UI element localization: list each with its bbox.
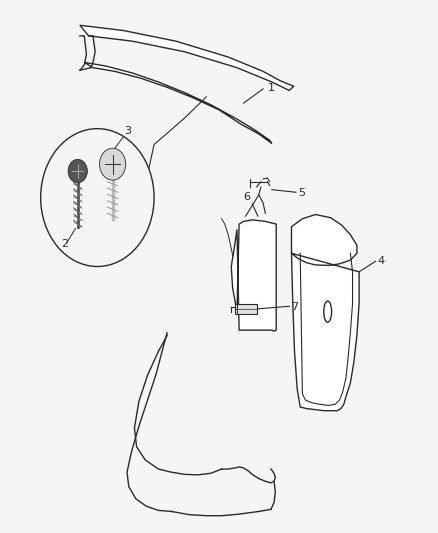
Text: 6: 6 xyxy=(243,192,250,202)
FancyBboxPatch shape xyxy=(234,304,256,314)
Polygon shape xyxy=(80,25,293,91)
Text: 3: 3 xyxy=(124,126,131,136)
Polygon shape xyxy=(291,215,358,411)
Text: 4: 4 xyxy=(377,256,384,266)
Text: 1: 1 xyxy=(267,83,274,93)
Circle shape xyxy=(99,148,125,180)
Text: 5: 5 xyxy=(297,188,304,198)
Text: 7: 7 xyxy=(291,302,298,312)
Polygon shape xyxy=(231,220,276,331)
Circle shape xyxy=(68,159,87,183)
Circle shape xyxy=(41,128,154,266)
Polygon shape xyxy=(84,62,271,143)
Text: 2: 2 xyxy=(61,239,68,249)
